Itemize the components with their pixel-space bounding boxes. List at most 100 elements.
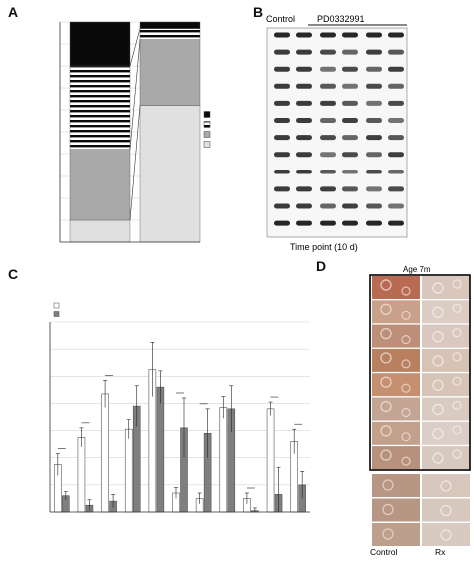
ihc-gland-shape [432,428,444,440]
a-legend-swatch [203,111,211,118]
ihc-tile-rx [422,300,470,324]
blot-band [366,152,382,158]
panel-label-a: A [8,4,19,20]
blot-band [320,49,336,55]
blot-band [296,152,312,158]
ihc-gland-shape [401,456,411,466]
ihc-tile-control [372,373,420,397]
blot-band [320,100,336,106]
a-bar-segment [139,28,201,40]
ihc-gland-shape [380,400,392,413]
blot-band [320,135,336,141]
ihc-gland-shape [432,282,444,294]
blot-band [342,49,358,55]
blot-band [366,203,382,209]
blot-drug-label: PD0332991 [317,14,365,24]
ihc-gland-shape [380,352,392,364]
ihc-panel: Age 7m Control Rx [369,265,471,557]
blot-band [366,83,382,89]
ihc-gland-shape [432,452,444,464]
blot-band [274,220,290,226]
a-bar-segment [69,21,131,67]
blot-band [296,186,312,192]
blot-band [366,135,382,141]
ihc-gland-shape [382,528,394,540]
blot-band [320,118,336,123]
blot-band [366,186,382,192]
blot-band [320,186,336,192]
ihc-tile-rx [422,373,470,397]
blot-band [320,203,336,209]
ihc-gland-shape [380,449,392,461]
blot-band [274,135,290,141]
ihc-tile-control [372,421,420,445]
ihc-gland-shape [380,425,392,437]
blot-band [274,170,290,174]
a-connector-line [129,105,141,221]
blot-band [320,220,336,226]
blot-band [342,32,358,38]
blot-band [296,170,312,174]
a-bar-segment [69,149,131,221]
blot-band [388,170,404,174]
blot-band [388,220,404,226]
blot-band [320,170,336,174]
ihc-gland-shape [380,279,392,291]
blot-band [342,170,358,174]
blot-band [388,203,404,209]
ihc-tile-control [372,446,420,470]
blot-band [388,66,404,72]
ihc-rx-label: Rx [435,547,446,557]
ihc-gland-shape [432,306,444,318]
blot-band [342,118,358,123]
ihc-gland-shape [452,376,462,386]
ihc-gland-shape [401,334,411,345]
ihc-tile-rx [422,348,470,372]
ihc-tile-control [372,498,420,522]
western-blot-panel: Control PD0332991 Time point (10 d) [266,14,408,252]
blot-band [342,100,358,106]
ihc-gland-shape [452,449,462,459]
c-bar [219,407,228,513]
ihc-gland-shape [452,327,462,338]
blot-band [388,32,404,38]
ihc-gland-shape [401,286,411,296]
blot-band [274,49,290,55]
ihc-tile-control [372,348,420,372]
blot-band [366,100,382,106]
blot-band [388,135,404,141]
blot-band [296,100,312,106]
ihc-age-header: Age 7m [403,265,431,274]
blot-band [296,66,312,72]
blot-band [366,170,382,174]
blot-band [274,66,290,72]
blot-band [342,135,358,141]
c-legend-swatch [53,302,60,309]
blot-band [342,220,358,226]
blot-band [296,118,312,123]
a-connector-line [129,39,141,150]
blot-band [320,152,336,158]
ihc-control-label: Control [370,547,398,557]
ihc-gland-shape [452,400,462,411]
c-bar [266,408,275,513]
ihc-gland-shape [440,504,452,517]
blot-timepoint-label: Time point (10 d) [290,242,358,252]
panel-label-c: C [8,266,19,282]
blot-band [274,118,290,123]
a-legend-swatch [203,121,211,128]
blot-frame [266,27,408,238]
c-bar [156,386,165,513]
blot-band [274,186,290,192]
ihc-gland-shape [432,379,444,391]
a-bar-segment [69,219,131,243]
ihc-gland-shape [382,479,394,491]
ihc-gland-shape [380,303,392,315]
blot-band [388,100,404,106]
ihc-tile-rx [422,523,470,546]
ihc-gland-shape [401,310,411,320]
blot-band [342,66,358,72]
blot-band [296,203,312,209]
blot-band [342,203,358,209]
blot-band [274,152,290,158]
